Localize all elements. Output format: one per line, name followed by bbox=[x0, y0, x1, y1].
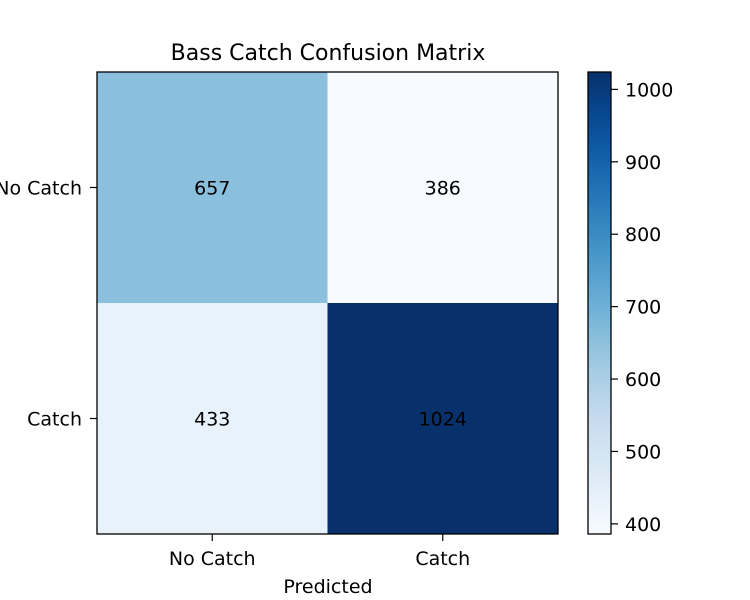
x-axis-label: Predicted bbox=[283, 576, 372, 598]
matrix-cell bbox=[327, 303, 558, 534]
x-tick-label: No Catch bbox=[169, 548, 256, 570]
colorbar-tick-label: 500 bbox=[625, 441, 661, 463]
cell-value-label: 1024 bbox=[419, 409, 467, 431]
colorbar-tick-label: 700 bbox=[625, 297, 661, 319]
cell-value-label: 386 bbox=[425, 178, 461, 200]
matrix-cell bbox=[327, 72, 558, 303]
colorbar-ticks: 400 500 600 700 800 900 1000 bbox=[611, 79, 673, 536]
cell-value-label: 657 bbox=[194, 178, 230, 200]
colorbar-tick-label: 800 bbox=[625, 224, 661, 246]
matrix-cell bbox=[97, 72, 328, 303]
colorbar-tick-label: 600 bbox=[625, 369, 661, 391]
matrix-cells: 657 386 433 1024 bbox=[97, 72, 558, 534]
y-tick-label: No Catch bbox=[0, 178, 82, 200]
colorbar-tick-label: 900 bbox=[625, 152, 661, 174]
matrix-frame bbox=[96, 71, 559, 535]
x-axis-ticks: No Catch Catch bbox=[169, 534, 470, 570]
chart-title: Bass Catch Confusion Matrix bbox=[171, 41, 486, 66]
y-axis-ticks: No Catch Catch bbox=[0, 178, 97, 431]
matrix-cell bbox=[97, 303, 328, 534]
x-tick-label: Catch bbox=[415, 548, 470, 570]
cell-value-label: 433 bbox=[194, 409, 230, 431]
colorbar bbox=[587, 71, 612, 535]
colorbar-tick-label: 400 bbox=[625, 514, 661, 536]
colorbar-tick-label: 1000 bbox=[625, 79, 673, 101]
y-tick-label: Catch bbox=[27, 409, 82, 431]
